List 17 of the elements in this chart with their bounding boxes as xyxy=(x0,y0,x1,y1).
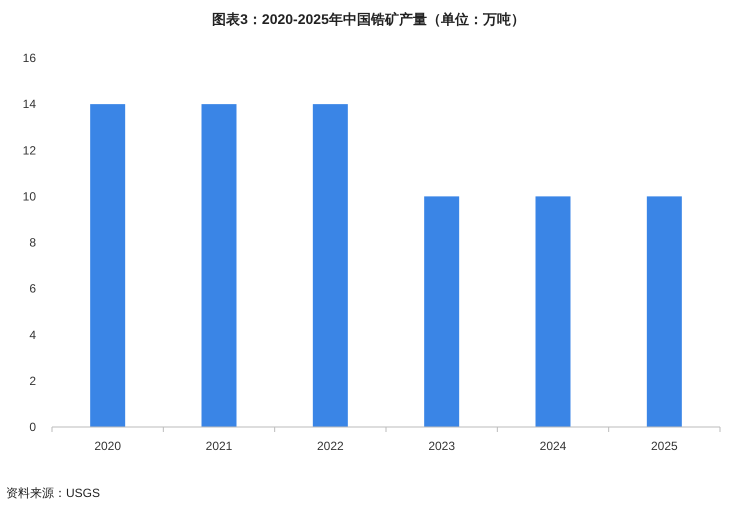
x-tick-label: 2025 xyxy=(650,439,678,453)
x-tick-label: 2022 xyxy=(316,439,344,453)
text: 资料来源：USGS xyxy=(6,486,100,500)
y-tick-label: 4 xyxy=(29,328,36,342)
y-tick-label: 14 xyxy=(22,97,36,112)
y-tick-label: 16 xyxy=(22,51,36,65)
x-tick-label: 2023 xyxy=(428,439,456,453)
y-tick-label: 12 xyxy=(22,143,36,158)
x-tick-label: 2024 xyxy=(540,439,567,453)
y-tick-label: 8 xyxy=(29,236,36,250)
x-tick-label: 2020 xyxy=(94,439,122,453)
y-tick-label: 6 xyxy=(29,282,36,296)
chart-title: 图表3：2020-2025年中国锆矿产量（单位：万吨） xyxy=(212,11,525,27)
x-tick-label: 2021 xyxy=(206,439,233,453)
y-tick-label: 0 xyxy=(29,420,36,434)
y-tick-label: 10 xyxy=(22,189,36,204)
y-tick-label: 2 xyxy=(29,374,36,388)
